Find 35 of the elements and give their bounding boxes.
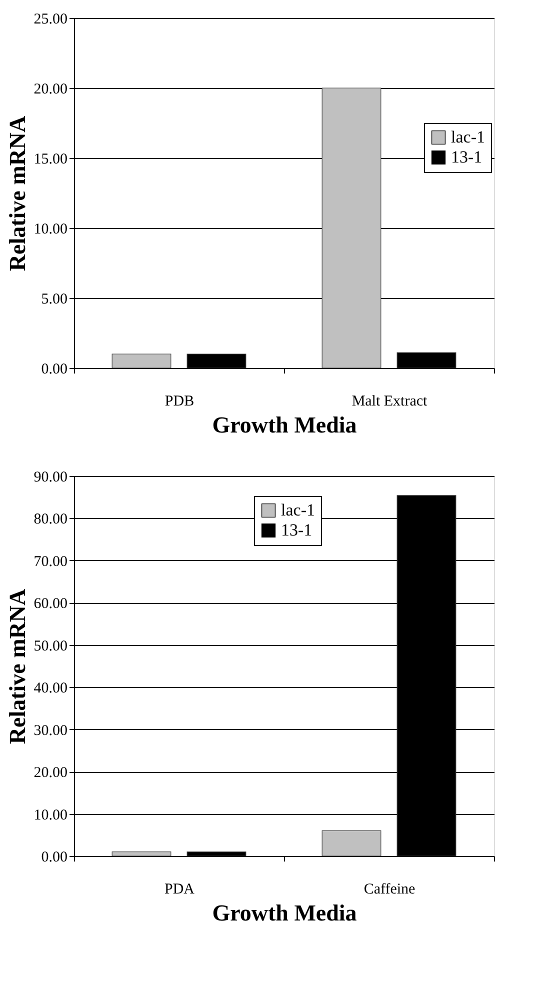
x-tick-label: Malt Extract [352,394,428,410]
legend-label: 13-1 [451,148,482,166]
x-tick-label: PDA [164,882,195,898]
y-tick-label: 20.00 [34,82,68,98]
y-tick-label: 20.00 [34,765,68,782]
y-tick-label: 80.00 [34,512,68,528]
y-axis-title: Relative mRNA [4,116,30,272]
y-tick-label: 30.00 [34,722,68,739]
bar [396,352,456,368]
y-tick-label: 10.00 [34,222,68,238]
legend-label: lac-1 [451,128,485,146]
y-tick-label: 0.00 [41,362,68,378]
y-axis-title: Relative mRNA [4,588,30,744]
bar [186,354,246,368]
x-tick-label: PDB [164,394,194,410]
y-tick-label: 15.00 [34,152,68,168]
y-tick-label: 90.00 [34,470,68,486]
legend-label: 13-1 [281,520,312,540]
y-tick-label: 25.00 [34,12,68,28]
y-tick-label: 5.00 [41,292,68,308]
legend-label: lac-1 [281,500,315,520]
y-tick-label: 70.00 [34,554,68,570]
bar [186,851,246,856]
y-tick-label: 50.00 [34,638,68,654]
x-tick-label: Caffeine [364,882,416,898]
x-axis-title: Growth Media [212,900,358,926]
y-tick-label: 60.00 [34,596,68,612]
y-tick-label: 0.00 [41,850,68,866]
bar [322,830,382,856]
bar [112,354,172,368]
bar [322,88,382,368]
y-tick-label: 40.00 [34,680,68,697]
x-axis-title: Growth Media [212,412,358,438]
bar [112,851,172,856]
y-tick-label: 10.00 [34,807,68,824]
